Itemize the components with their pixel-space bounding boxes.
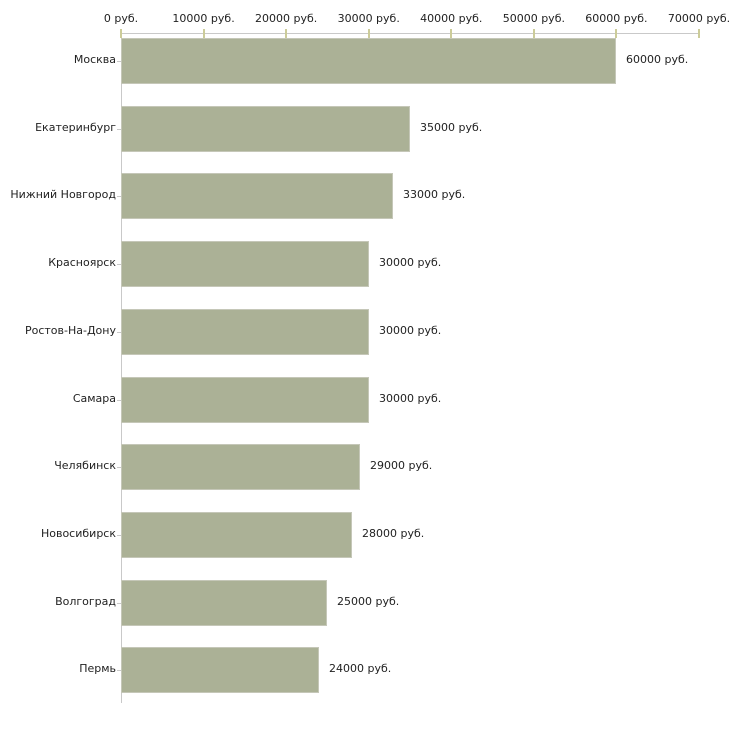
y-tick-mark (117, 400, 121, 401)
x-tick-label: 60000 руб. (585, 12, 648, 25)
category-label: Красноярск (48, 256, 116, 270)
y-tick-mark (117, 264, 121, 265)
x-tick-label: 20000 руб. (255, 12, 318, 25)
x-tick-mark (450, 29, 453, 38)
x-tick-mark (120, 29, 122, 38)
bar (121, 106, 410, 152)
y-axis-line (121, 33, 122, 703)
x-tick-mark (285, 29, 288, 38)
value-label: 30000 руб. (379, 391, 442, 405)
x-tick-label: 10000 руб. (172, 12, 235, 25)
category-label: Ростов-На-Дону (24, 323, 116, 337)
value-label: 30000 руб. (379, 323, 442, 337)
category-label: Нижний Новгород (10, 188, 116, 202)
value-label: 33000 руб. (403, 188, 466, 202)
y-tick-mark (117, 467, 121, 468)
category-label: Пермь (79, 662, 116, 676)
y-tick-mark (117, 129, 121, 130)
value-label: 28000 руб. (362, 526, 425, 540)
bar (121, 444, 360, 490)
x-tick-mark (532, 29, 535, 38)
category-label: Самара (72, 391, 116, 405)
x-tick-mark (698, 29, 700, 38)
y-tick-mark (117, 61, 121, 62)
x-tick-label: 70000 руб. (667, 12, 730, 25)
bar (121, 580, 327, 626)
bar (121, 512, 352, 558)
bar (121, 241, 369, 287)
x-tick-mark (367, 29, 370, 38)
value-label: 24000 руб. (329, 662, 392, 676)
y-tick-mark (117, 196, 121, 197)
y-tick-mark (117, 603, 121, 604)
y-tick-mark (117, 332, 121, 333)
value-label: 35000 руб. (420, 120, 483, 134)
x-tick-label: 40000 руб. (420, 12, 483, 25)
x-tick-label: 30000 руб. (337, 12, 400, 25)
category-label: Челябинск (54, 459, 116, 473)
value-label: 60000 руб. (626, 53, 689, 66)
bar (121, 173, 393, 219)
x-tick-label: 50000 руб. (502, 12, 565, 25)
x-tick-mark (202, 29, 205, 38)
x-axis-line (121, 33, 700, 34)
bar (121, 377, 369, 423)
y-tick-mark (117, 670, 121, 671)
category-label: Екатеринбург (35, 120, 116, 134)
value-label: 30000 руб. (379, 256, 442, 270)
y-tick-mark (117, 535, 121, 536)
value-label: 29000 руб. (370, 459, 433, 473)
x-tick-label: 0 руб. (103, 12, 139, 25)
category-label: Москва (73, 53, 116, 66)
bar (121, 309, 369, 355)
value-label: 25000 руб. (337, 594, 400, 608)
category-label: Новосибирск (40, 526, 116, 540)
category-label: Волгоград (55, 594, 116, 608)
x-tick-mark (615, 29, 618, 38)
bar (121, 38, 616, 84)
bar (121, 647, 319, 693)
